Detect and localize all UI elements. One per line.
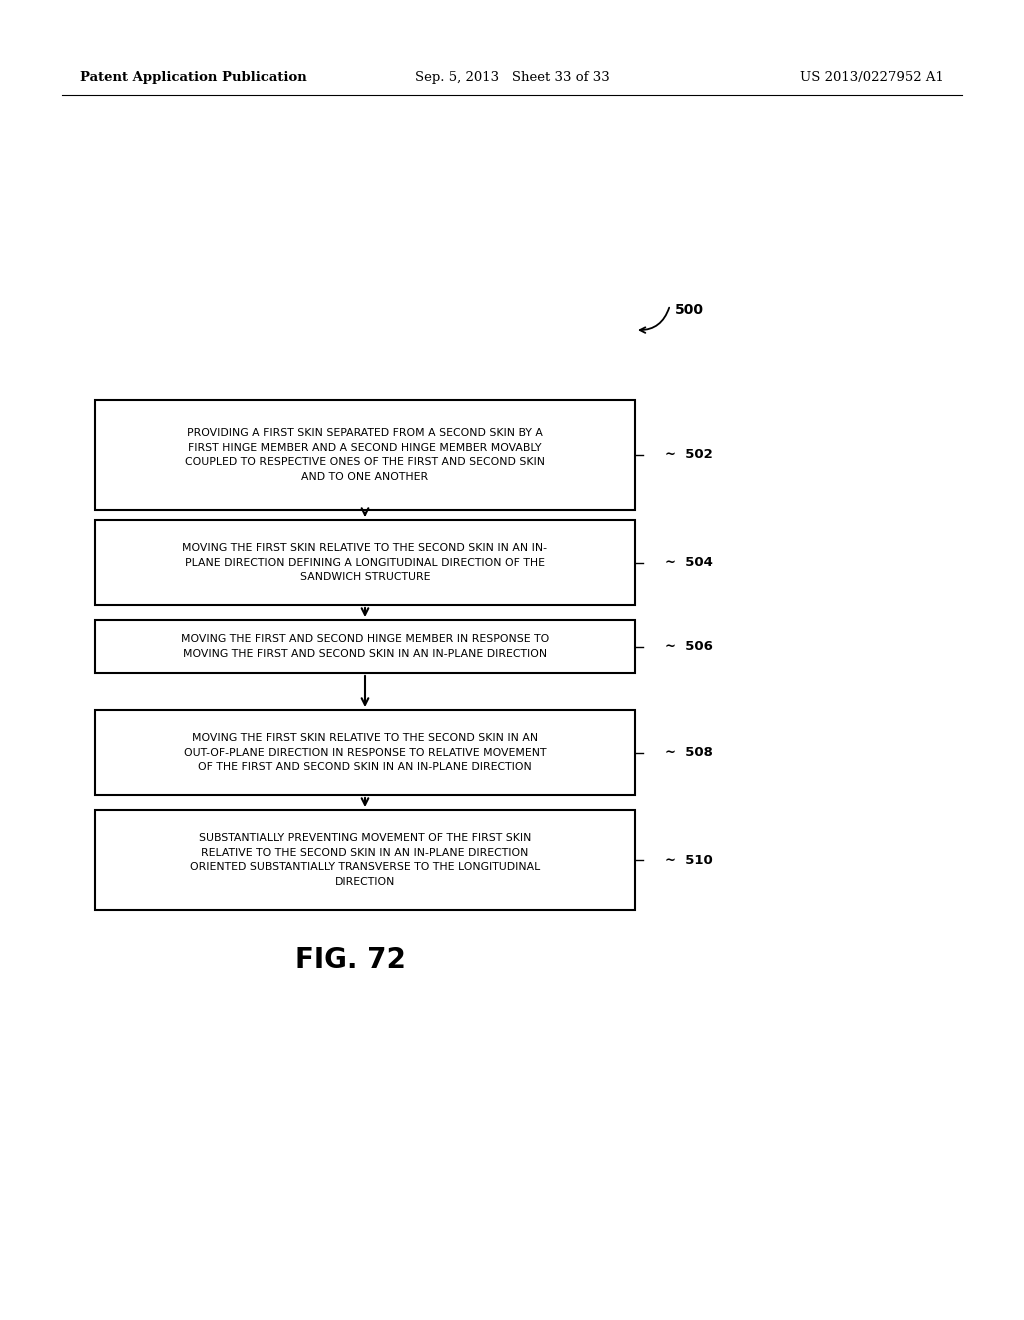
Text: ~  510: ~ 510 [665,854,713,866]
Text: Sep. 5, 2013   Sheet 33 of 33: Sep. 5, 2013 Sheet 33 of 33 [415,71,609,84]
Text: SUBSTANTIALLY PREVENTING MOVEMENT OF THE FIRST SKIN
RELATIVE TO THE SECOND SKIN : SUBSTANTIALLY PREVENTING MOVEMENT OF THE… [189,833,540,887]
Text: US 2013/0227952 A1: US 2013/0227952 A1 [800,71,944,84]
Text: PROVIDING A FIRST SKIN SEPARATED FROM A SECOND SKIN BY A
FIRST HINGE MEMBER AND : PROVIDING A FIRST SKIN SEPARATED FROM A … [185,429,545,482]
Bar [95,400,635,510]
Bar [95,620,635,673]
Bar [95,810,635,909]
Text: ~  502: ~ 502 [665,449,713,462]
Text: MOVING THE FIRST SKIN RELATIVE TO THE SECOND SKIN IN AN IN-
PLANE DIRECTION DEFI: MOVING THE FIRST SKIN RELATIVE TO THE SE… [182,543,548,582]
Text: MOVING THE FIRST SKIN RELATIVE TO THE SECOND SKIN IN AN
OUT-OF-PLANE DIRECTION I: MOVING THE FIRST SKIN RELATIVE TO THE SE… [183,733,546,772]
Text: 500: 500 [675,304,705,317]
Text: FIG. 72: FIG. 72 [295,946,406,974]
Text: MOVING THE FIRST AND SECOND HINGE MEMBER IN RESPONSE TO
MOVING THE FIRST AND SEC: MOVING THE FIRST AND SECOND HINGE MEMBER… [181,635,549,659]
Text: ~  504: ~ 504 [665,556,713,569]
Bar [95,520,635,605]
Text: ~  508: ~ 508 [665,746,713,759]
Text: Patent Application Publication: Patent Application Publication [80,71,307,84]
Text: ~  506: ~ 506 [665,640,713,653]
Bar [95,710,635,795]
